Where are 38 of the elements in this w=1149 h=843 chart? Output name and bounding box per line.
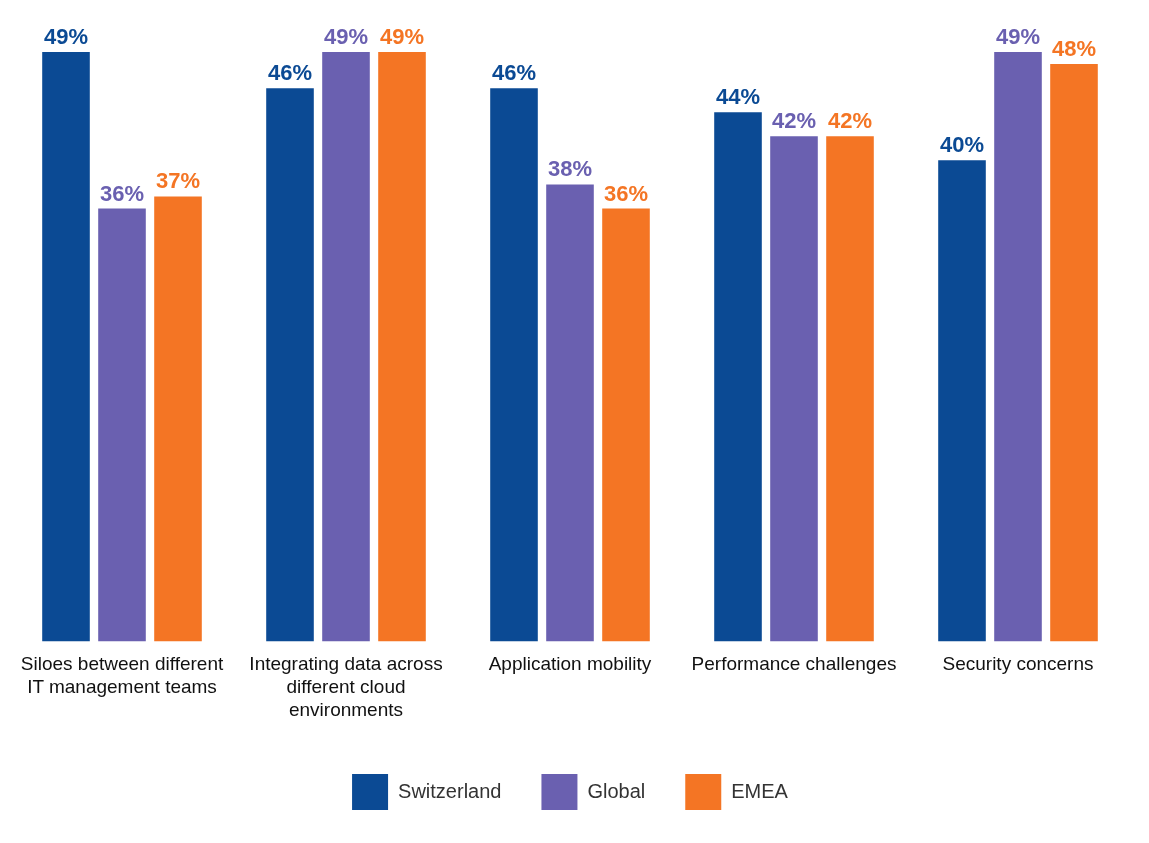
data-label: 49%: [43, 24, 89, 50]
data-label: 37%: [155, 168, 201, 194]
data-label: 38%: [547, 156, 593, 182]
data-label: 36%: [603, 180, 649, 206]
legend-label: Global: [587, 779, 646, 802]
data-label: 49%: [323, 24, 369, 50]
bar: [42, 52, 90, 642]
bar: [546, 184, 594, 642]
data-label: 44%: [715, 84, 761, 110]
bar: [154, 196, 202, 642]
bar: [714, 112, 762, 642]
bar: [770, 136, 818, 642]
x-tick-label: Security concerns: [942, 653, 1094, 675]
x-tick-label: Application mobility: [488, 653, 652, 675]
x-tick-label: Siloes between different IT management teams: [20, 653, 224, 698]
bar: [994, 52, 1042, 642]
data-label: 40%: [939, 132, 985, 158]
bar: [826, 136, 874, 642]
bar: [602, 208, 650, 642]
data-label: 49%: [379, 24, 425, 50]
data-label: 49%: [995, 24, 1041, 50]
bar: [1050, 64, 1098, 642]
bar: [938, 160, 986, 642]
bar: [98, 208, 146, 642]
x-tick-label: Integrating data across different cloud environments: [249, 653, 443, 720]
legend-label: Switzerland: [398, 779, 502, 802]
data-label: 42%: [827, 108, 873, 134]
data-label: 46%: [267, 60, 313, 86]
bar: [378, 52, 426, 642]
data-label: 42%: [771, 108, 817, 134]
data-label: 36%: [99, 180, 145, 206]
bar: [490, 88, 538, 642]
x-tick-label: Performance challenges: [691, 653, 897, 675]
data-label: 48%: [1051, 36, 1097, 62]
data-label: 46%: [491, 60, 537, 86]
legend-label: EMEA: [731, 779, 789, 802]
bar: [322, 52, 370, 642]
bar: [266, 88, 314, 642]
